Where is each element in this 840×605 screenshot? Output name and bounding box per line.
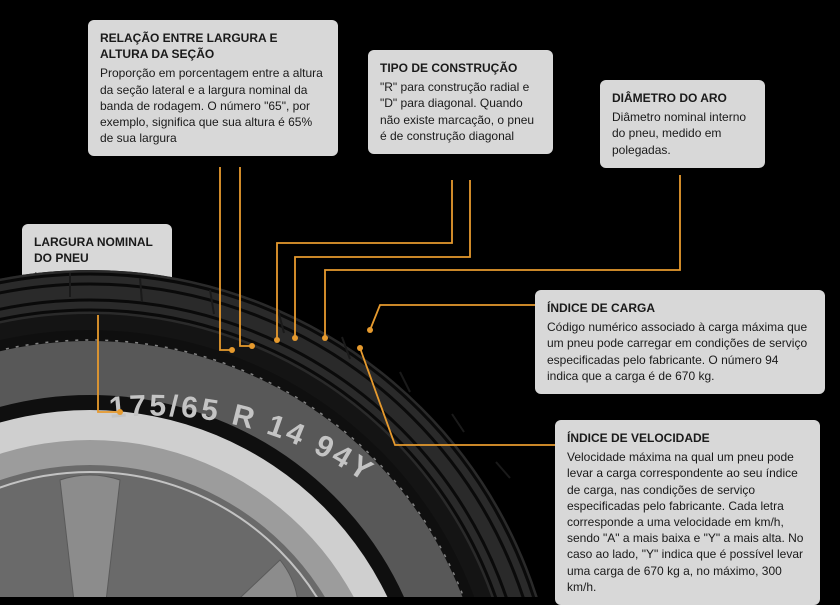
- callout-body: Proporção em porcentagem entre a altura …: [100, 65, 326, 146]
- callout-title: ÍNDICE DE CARGA: [547, 300, 813, 316]
- svg-text:175/65 R 14 94Y: 175/65 R 14 94Y: [108, 389, 381, 489]
- callout-title: RELAÇÃO ENTRE LARGURA E ALTURA DA SEÇÃO: [100, 30, 326, 62]
- callout-relacao: RELAÇÃO ENTRE LARGURA E ALTURA DA SEÇÃO …: [88, 20, 338, 156]
- callout-title: LARGURA NOMINAL DO PNEU: [34, 234, 160, 266]
- callout-title: DIÂMETRO DO ARO: [612, 90, 753, 106]
- callout-body: Diâmetro nominal interno do pneu, medido…: [612, 109, 753, 158]
- callout-title: ÍNDICE DE VELOCIDADE: [567, 430, 808, 446]
- tire-code: 175/65 R 14 94Y: [108, 389, 381, 489]
- callout-title: TIPO DE CONSTRUÇÃO: [380, 60, 541, 76]
- callout-tipo: TIPO DE CONSTRUÇÃO "R" para construção r…: [368, 50, 553, 154]
- callout-body: Medida entre as paredes externas laterai…: [34, 269, 160, 318]
- callout-carga: ÍNDICE DE CARGA Código numérico associad…: [535, 290, 825, 394]
- callout-body: "R" para construção radial e "D" para di…: [380, 79, 541, 144]
- callout-velocidade: ÍNDICE DE VELOCIDADE Velocidade máxima n…: [555, 420, 820, 605]
- callout-body: Velocidade máxima na qual um pneu pode l…: [567, 449, 808, 595]
- callout-largura: LARGURA NOMINAL DO PNEU Medida entre as …: [22, 224, 172, 328]
- callout-body: Código numérico associado à carga máxima…: [547, 319, 813, 384]
- callout-diametro: DIÂMETRO DO ARO Diâmetro nominal interno…: [600, 80, 765, 168]
